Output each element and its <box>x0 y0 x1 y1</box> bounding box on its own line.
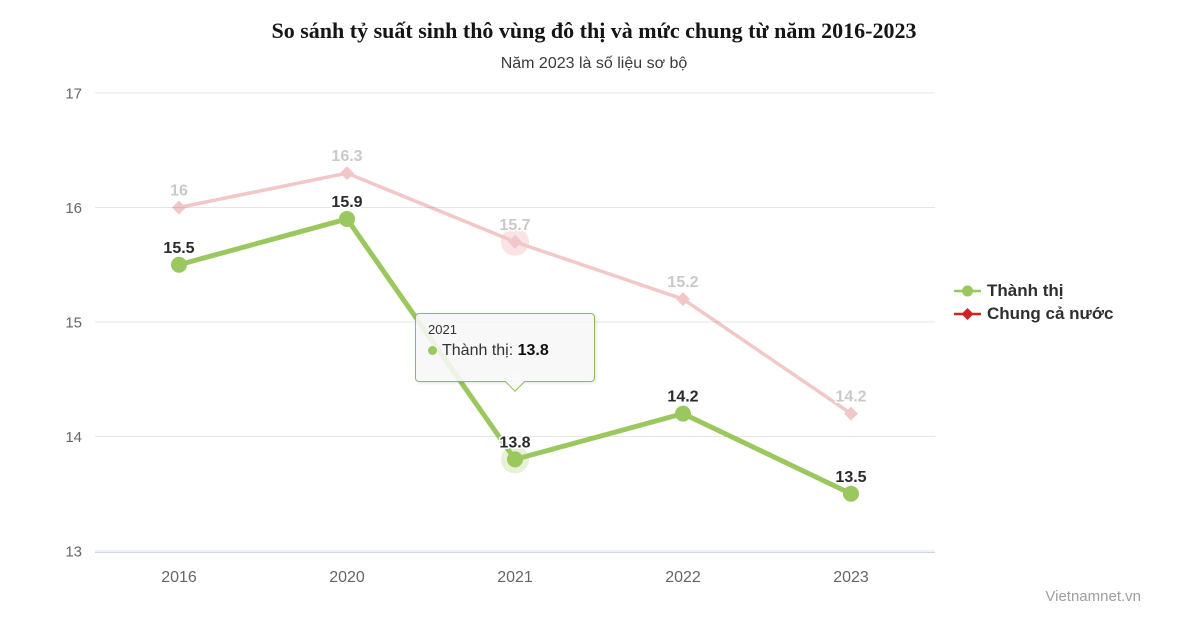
point-marker[interactable] <box>843 485 859 502</box>
point-data-label: 15.5 <box>163 240 194 257</box>
point-data-label: 15.7 <box>499 217 530 234</box>
x-axis-tick-label[interactable]: 2023 <box>833 569 869 586</box>
point-data-label: 13.8 <box>499 434 530 451</box>
tooltip-value: 13.8 <box>517 342 549 359</box>
y-axis-tick-label: 16 <box>65 200 82 217</box>
tooltip-header: 2021 <box>428 322 457 337</box>
hover-tooltip: 2021 Thành thị: 13.8 <box>415 313 595 392</box>
legend-marker-diamond-icon <box>954 307 981 321</box>
chart-subtitle: Năm 2023 là số liệu sơ bộ <box>500 55 688 72</box>
y-axis-tick-label: 15 <box>65 315 82 332</box>
x-axis-tick-label[interactable]: 2022 <box>665 569 701 586</box>
point-halo <box>501 227 529 256</box>
x-axis-tick-label[interactable]: 2021 <box>497 569 533 586</box>
y-axis-tick-label: 17 <box>65 86 82 103</box>
point-marker[interactable] <box>675 405 691 422</box>
point-marker[interactable] <box>172 200 186 215</box>
point-data-label: 15.9 <box>331 194 362 211</box>
legend-item-urban[interactable]: Thành thị <box>954 281 1113 301</box>
y-axis-tick-label: 14 <box>65 429 82 446</box>
point-marker[interactable] <box>171 256 187 273</box>
point-marker[interactable] <box>340 166 354 181</box>
x-axis-tick-label[interactable]: 2016 <box>161 569 197 586</box>
point-marker[interactable] <box>339 210 355 227</box>
point-marker[interactable] <box>507 451 523 468</box>
point-data-label: 13.5 <box>835 469 866 486</box>
x-axis-tick-label[interactable]: 2020 <box>329 569 365 586</box>
legend-label-urban: Thành thị <box>987 281 1064 300</box>
point-marker[interactable] <box>508 234 522 249</box>
point-data-label: 14.2 <box>667 389 698 406</box>
tooltip-series-label: Thành thị <box>442 342 509 359</box>
point-marker[interactable] <box>844 406 858 421</box>
y-axis-tick-label: 13 <box>65 544 82 561</box>
legend-item-national[interactable]: Chung cả nước <box>954 304 1113 324</box>
tooltip-separator: : <box>508 342 518 359</box>
legend-marker-circle-icon <box>954 284 981 298</box>
point-data-label: 15.2 <box>667 274 698 291</box>
watermark: Vietnamnet.vn <box>1045 588 1141 605</box>
chart-title: So sánh tỷ suất sinh thô vùng đô thị và … <box>271 18 917 43</box>
point-data-label: 14.2 <box>835 389 866 406</box>
point-data-label: 16.3 <box>331 148 362 165</box>
tooltip-row: Thành thị: 13.8 <box>428 342 584 360</box>
tooltip-series-marker-icon <box>428 346 437 355</box>
legend: Thành thị Chung cả nước <box>954 281 1113 324</box>
series-group: 15.5 15.9 13.8 14.2 13.5 <box>162 192 868 502</box>
series-line[interactable] <box>177 171 853 416</box>
series-group: 16 16.3 15.7 15.2 14.2 <box>169 147 868 421</box>
legend-label-national: Chung cả nước <box>987 304 1114 323</box>
point-data-label: 16 <box>170 183 188 200</box>
point-marker[interactable] <box>676 292 690 307</box>
